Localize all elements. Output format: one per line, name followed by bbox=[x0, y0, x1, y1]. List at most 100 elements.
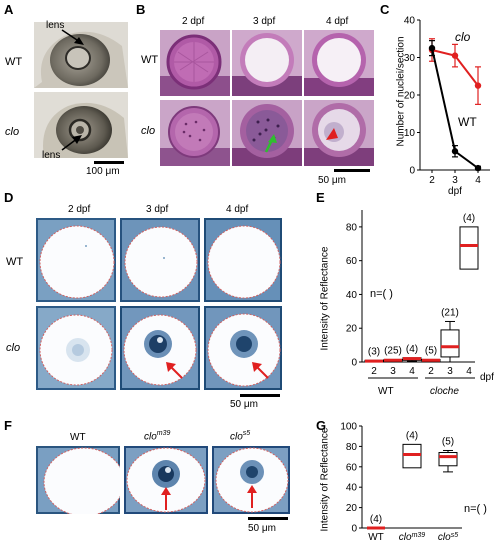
panel-a-scale-label: 100 μm bbox=[86, 166, 120, 177]
chart-e-ytick-label: 20 bbox=[346, 324, 358, 335]
panel-b-clo-4dpf-histology bbox=[304, 100, 374, 166]
panel-d-col-label-4dpf: 4 dpf bbox=[226, 204, 249, 215]
chart-g-ytick-label: 60 bbox=[346, 462, 358, 473]
chart-g-ytick-label: 20 bbox=[346, 503, 358, 514]
chart-e-group-label-cloche: cloche bbox=[430, 386, 459, 397]
panel-f-col-label-clom39-sup: m39 bbox=[156, 430, 171, 437]
chart-c-point bbox=[451, 148, 459, 155]
chart-g-n-label: (4) bbox=[370, 514, 382, 525]
chart-e-ytick-label: 40 bbox=[346, 290, 358, 301]
chart-e-n-label: (21) bbox=[441, 307, 459, 318]
panel-a-clo-eye-photo bbox=[34, 92, 128, 158]
panel-d-wt-3dpf-reflectance bbox=[120, 218, 200, 302]
panel-f-col-label-clom39: clom39 bbox=[144, 430, 171, 443]
chart-c-ytick-label: 40 bbox=[404, 16, 416, 27]
chart-c-xlabel: dpf bbox=[448, 186, 462, 197]
panel-a-arrow-top bbox=[61, 29, 84, 45]
panel-d-red-arrow-4dpf bbox=[252, 362, 269, 379]
panel-a-scale-bar bbox=[94, 161, 124, 164]
chart-e-n-legend: n=( ) bbox=[370, 288, 393, 300]
panel-f-col-label-clos5: clos5 bbox=[230, 430, 251, 443]
panel-a-wt-eye-photo bbox=[34, 22, 128, 88]
chart-e-x-unit: dpf bbox=[480, 372, 494, 383]
panel-f-red-arrow-s5 bbox=[247, 485, 257, 508]
chart-e-n-label: (25) bbox=[384, 345, 402, 356]
chart-g-box bbox=[438, 452, 458, 467]
chart-c-series-label-clo: clo bbox=[455, 30, 471, 44]
chart-g-ytick-label: 80 bbox=[346, 442, 358, 453]
chart-e-xtick-label: 2 bbox=[428, 366, 434, 377]
chart-c-point bbox=[474, 164, 482, 172]
panel-label-d: D bbox=[4, 190, 14, 205]
panel-a-lens-label-top: lens bbox=[46, 20, 65, 31]
chart-g-ytick-label: 100 bbox=[340, 422, 357, 433]
chart-e-ytick-label: 80 bbox=[346, 222, 358, 233]
panel-f-clos5-reflectance bbox=[212, 446, 290, 514]
chart-e-xtick-label: 3 bbox=[390, 366, 396, 377]
panel-b-row-label-clo: clo bbox=[141, 125, 156, 137]
panel-b-row-label-wt: WT bbox=[141, 54, 159, 66]
panel-b-clo-2dpf-histology bbox=[160, 100, 230, 166]
chart-g-xtick-superscript: s5 bbox=[451, 532, 459, 539]
chart-e-box bbox=[459, 226, 479, 270]
chart-g-xtick-label: clom39 bbox=[399, 532, 426, 544]
chart-g-xtick-superscript: m39 bbox=[412, 532, 426, 539]
panel-label-b: B bbox=[136, 2, 146, 17]
chart-e-xtick-label: 4 bbox=[409, 366, 415, 377]
panel-a-row-label-wt: WT bbox=[5, 56, 23, 68]
panel-label-a: A bbox=[4, 2, 14, 17]
chart-g-ytick-label: 40 bbox=[346, 483, 358, 494]
panel-d-row-label-clo: clo bbox=[6, 342, 21, 354]
chart-c-point bbox=[451, 52, 459, 59]
panel-d-row-label-wt: WT bbox=[6, 256, 24, 268]
chart-g-ytick-label: 0 bbox=[351, 524, 357, 535]
panel-b-scale-bar bbox=[334, 169, 370, 172]
panel-label-f: F bbox=[4, 418, 12, 433]
panel-f-col-label-wt: WT bbox=[70, 432, 86, 443]
chart-e-n-label: (3) bbox=[368, 346, 380, 357]
panel-b-wt-4dpf-histology bbox=[304, 30, 374, 96]
chart-g-n-label: (5) bbox=[442, 436, 454, 447]
panel-b-scale-label: 50 μm bbox=[318, 175, 346, 186]
panel-d-red-arrow-3dpf bbox=[166, 362, 183, 379]
panel-f-scale-label: 50 μm bbox=[248, 523, 276, 534]
panel-a-row-label-clo: clo bbox=[5, 126, 20, 138]
chart-g-n-legend: n=( ) bbox=[464, 503, 487, 515]
panel-d-wt-4dpf-reflectance bbox=[204, 218, 282, 302]
panel-b-col-label-4dpf: 4 dpf bbox=[326, 16, 349, 27]
panel-d-scale-bar bbox=[240, 394, 280, 397]
chart-e-xtick-label: 3 bbox=[447, 366, 453, 377]
panel-f-scale-bar bbox=[248, 517, 288, 520]
panel-b-clo-3dpf-histology bbox=[232, 100, 302, 166]
panel-d-scale-label: 50 μm bbox=[230, 399, 258, 410]
panel-d-col-label-3dpf: 3 dpf bbox=[146, 204, 169, 215]
chart-g-box bbox=[402, 443, 422, 469]
chart-g-n-label: (4) bbox=[406, 430, 418, 441]
chart-e-n-label: (4) bbox=[406, 344, 418, 355]
panel-b-wt-2dpf-histology bbox=[160, 30, 230, 96]
chart-e-box bbox=[440, 329, 460, 358]
panel-d-clo-3dpf-reflectance bbox=[120, 306, 200, 390]
panel-d-clo-4dpf-reflectance bbox=[204, 306, 282, 390]
panel-d-wt-2dpf-reflectance bbox=[36, 218, 116, 302]
panel-d-clo-2dpf-reflectance bbox=[36, 306, 116, 390]
chart-g-xtick-label: WT bbox=[368, 532, 384, 543]
panel-f-col-label-clos5-sup: s5 bbox=[242, 430, 251, 437]
chart-c-xtick-label: 4 bbox=[475, 175, 481, 186]
chart-c-point bbox=[474, 82, 482, 89]
chart-e-ytick-label: 60 bbox=[346, 256, 358, 267]
panel-a-lens-label-bottom: lens bbox=[42, 150, 61, 161]
panel-b-green-arrow bbox=[264, 134, 277, 153]
chart-e-xtick-label: 2 bbox=[371, 366, 377, 377]
chart-c-ytick-label: 20 bbox=[404, 91, 416, 102]
panel-a-arrow-bottom bbox=[61, 135, 82, 151]
panel-b-col-label-3dpf: 3 dpf bbox=[253, 16, 276, 27]
chart-e-group-label-wt: WT bbox=[378, 386, 394, 397]
chart-g-xtick-label: clos5 bbox=[438, 532, 458, 544]
chart-c-ytick-label: 30 bbox=[404, 53, 416, 64]
chart-e-xtick-label: 4 bbox=[466, 366, 472, 377]
panel-f-red-arrow-m39 bbox=[161, 487, 171, 510]
chart-e-n-label: (4) bbox=[463, 213, 475, 224]
